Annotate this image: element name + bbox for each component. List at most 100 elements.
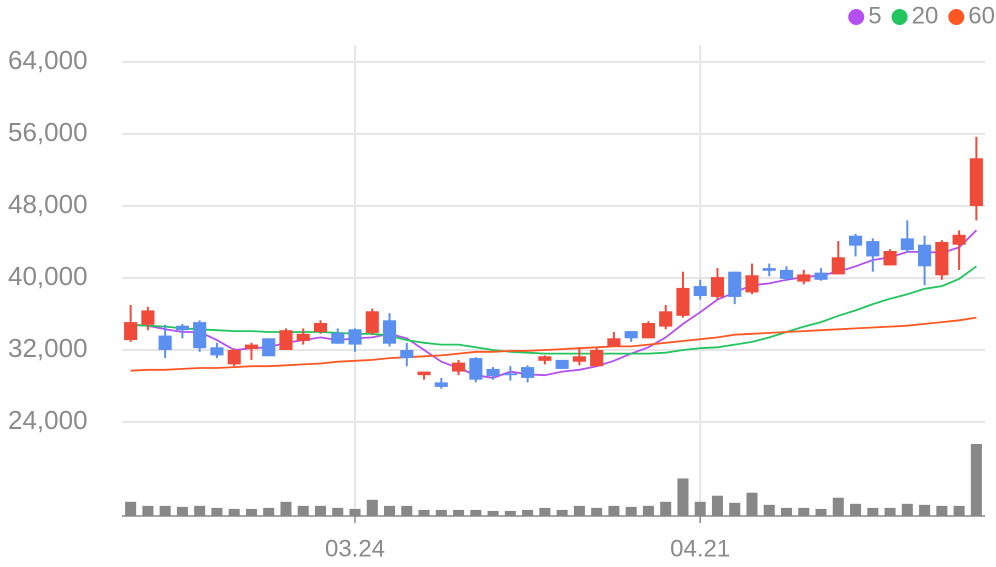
volume-bar <box>815 508 827 516</box>
candle-body <box>572 356 586 362</box>
candle-body <box>900 238 914 251</box>
volume-bar <box>556 509 568 516</box>
volume-bar <box>349 508 361 516</box>
candle-body <box>434 382 448 387</box>
candle-body <box>676 287 690 316</box>
volume-bar <box>401 505 413 516</box>
candle-body <box>365 311 379 333</box>
ma-line <box>130 229 978 379</box>
volume-bar <box>366 499 378 516</box>
candle-body <box>469 358 483 380</box>
volume-bar <box>159 505 171 516</box>
y-tick-label: 32,000 <box>8 333 88 363</box>
y-tick-label: 56,000 <box>8 117 88 147</box>
candle-body <box>210 347 224 356</box>
candle-body <box>969 158 983 206</box>
volume-bar <box>470 509 482 516</box>
candle-body <box>313 323 328 332</box>
candle-body <box>762 268 776 271</box>
volume-bar <box>953 505 965 516</box>
y-tick-label: 64,000 <box>8 45 88 75</box>
y-tick-label: 40,000 <box>8 261 88 291</box>
candle-body <box>555 359 569 369</box>
volume-bar <box>901 503 913 516</box>
volume-bar <box>591 507 603 516</box>
legend-label: 60 <box>968 2 995 29</box>
candle-body <box>158 335 172 350</box>
candle-body <box>883 251 897 266</box>
y-tick-label: 48,000 <box>8 189 88 219</box>
volume-bar <box>677 478 689 516</box>
volume-bar <box>297 505 309 516</box>
candle-body <box>607 338 621 347</box>
volume-bar <box>418 509 430 516</box>
volume-bar <box>522 509 534 516</box>
candle-body <box>296 333 310 341</box>
candle-body <box>227 350 241 365</box>
candle-body <box>486 368 500 377</box>
volume-bar <box>435 509 447 516</box>
volume-bar <box>314 505 327 516</box>
volume-bar <box>625 506 637 516</box>
candle-body <box>400 350 414 359</box>
volume-bar <box>884 507 896 516</box>
candle-body <box>193 322 207 349</box>
volume-bar <box>850 503 862 516</box>
volume-bar <box>660 501 672 516</box>
volume-bar <box>970 444 982 516</box>
candle-body <box>417 371 431 376</box>
candle-body <box>814 272 828 280</box>
candle-body <box>831 257 845 275</box>
volume-bar <box>487 510 499 516</box>
volume-bar <box>211 507 223 516</box>
volume-bar <box>228 508 240 516</box>
volume-bar <box>573 505 585 516</box>
candle-body <box>124 322 138 341</box>
volume-bar <box>746 492 758 516</box>
candle-body <box>797 274 811 282</box>
candle-body <box>244 344 259 350</box>
volume-bar <box>263 507 275 516</box>
candle-body <box>538 356 552 361</box>
volume-bar <box>642 505 654 516</box>
candle-body <box>262 338 276 357</box>
candle-body <box>141 310 155 325</box>
candle-body <box>175 325 189 331</box>
ma-line <box>130 265 977 355</box>
candle-body <box>848 235 863 246</box>
x-tick-label: 03.24 <box>325 535 385 562</box>
ma-line <box>130 316 977 372</box>
legend-label: 5 <box>868 2 881 29</box>
volume-bar <box>176 506 188 516</box>
volume-bar <box>125 501 137 516</box>
candle-body <box>659 311 673 327</box>
legend-marker <box>891 9 908 25</box>
volume-bar <box>384 505 396 516</box>
candle-body <box>710 277 725 297</box>
x-tick-label: 04.21 <box>670 535 730 562</box>
volume-bar <box>245 508 257 516</box>
volume-bar <box>867 507 879 516</box>
candle-body <box>728 271 742 297</box>
legend-label: 20 <box>912 2 939 29</box>
volume-bar <box>729 502 741 516</box>
candle-body <box>935 242 949 276</box>
candle-body <box>624 331 638 339</box>
candle-body <box>279 330 293 350</box>
volume-bar <box>694 501 706 516</box>
volume-bar <box>798 507 810 516</box>
candle-body <box>779 269 794 279</box>
candle-body <box>866 241 880 257</box>
candle-body <box>452 362 466 372</box>
candle-body <box>348 329 362 345</box>
candle-body <box>590 350 604 367</box>
candle-body <box>641 323 655 339</box>
candle-body <box>918 244 932 267</box>
volume-bar <box>711 495 723 516</box>
candle-body <box>503 373 517 376</box>
volume-bar <box>936 505 948 516</box>
volume-bar <box>332 507 344 516</box>
volume-bar <box>280 501 292 516</box>
volume-bar <box>453 509 465 516</box>
